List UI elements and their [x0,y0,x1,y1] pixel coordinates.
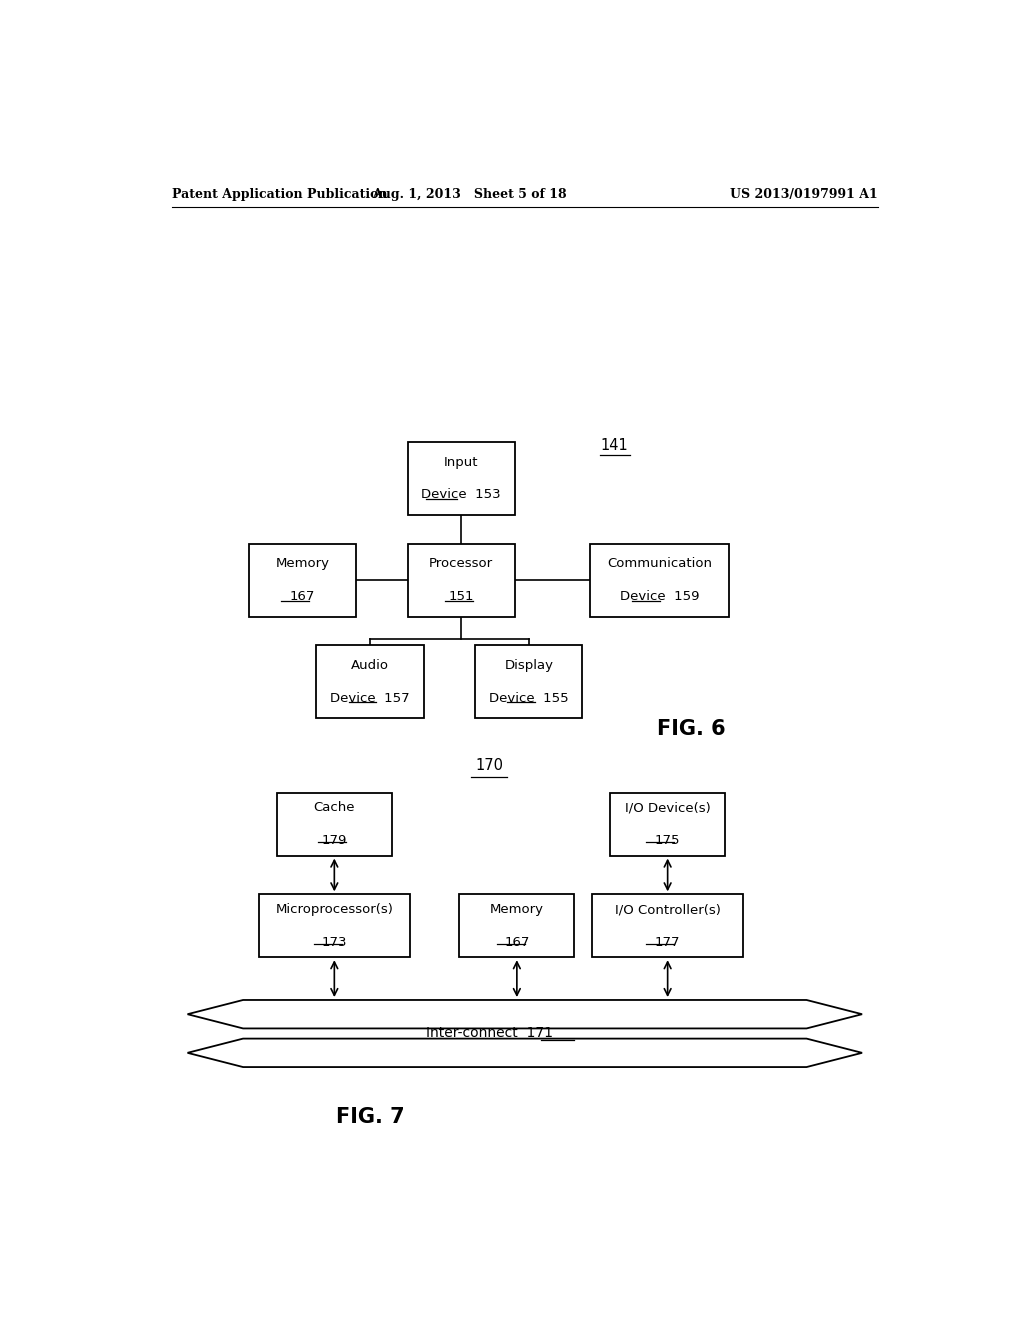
Text: Aug. 1, 2013   Sheet 5 of 18: Aug. 1, 2013 Sheet 5 of 18 [372,189,566,202]
Text: Device  155: Device 155 [488,692,568,705]
FancyBboxPatch shape [475,645,583,718]
FancyBboxPatch shape [408,544,515,616]
Text: 173: 173 [322,936,347,949]
Polygon shape [187,1039,862,1067]
FancyBboxPatch shape [592,894,743,957]
Text: Device  153: Device 153 [422,488,501,502]
Text: 167: 167 [290,590,315,603]
Text: Device  157: Device 157 [330,692,410,705]
Text: I/O Controller(s): I/O Controller(s) [614,903,721,916]
Text: Memory: Memory [275,557,330,570]
Text: Microprocessor(s): Microprocessor(s) [275,903,393,916]
FancyBboxPatch shape [610,792,725,855]
Text: I/O Device(s): I/O Device(s) [625,801,711,814]
Text: 167: 167 [504,936,529,949]
Text: Cache: Cache [313,801,355,814]
Text: 151: 151 [449,590,474,603]
Text: 179: 179 [322,834,347,847]
FancyBboxPatch shape [408,442,515,515]
Text: 177: 177 [655,936,680,949]
FancyBboxPatch shape [590,544,729,616]
Text: 141: 141 [600,437,628,453]
Text: Patent Application Publication: Patent Application Publication [172,189,387,202]
Text: Inter-connect  171: Inter-connect 171 [426,1026,553,1040]
Text: 175: 175 [655,834,680,847]
Text: Device  159: Device 159 [620,590,699,603]
FancyBboxPatch shape [249,544,356,616]
Text: 170: 170 [475,758,503,774]
Text: FIG. 6: FIG. 6 [657,719,726,739]
Text: Input: Input [444,455,478,469]
FancyBboxPatch shape [460,894,574,957]
Text: FIG. 7: FIG. 7 [336,1106,404,1127]
Text: Processor: Processor [429,557,494,570]
Text: US 2013/0197991 A1: US 2013/0197991 A1 [730,189,878,202]
FancyBboxPatch shape [259,894,410,957]
Text: Audio: Audio [351,659,389,672]
Text: Communication: Communication [607,557,713,570]
FancyBboxPatch shape [276,792,392,855]
Text: Memory: Memory [489,903,544,916]
Polygon shape [187,1001,862,1028]
FancyBboxPatch shape [316,645,424,718]
Text: Display: Display [504,659,553,672]
